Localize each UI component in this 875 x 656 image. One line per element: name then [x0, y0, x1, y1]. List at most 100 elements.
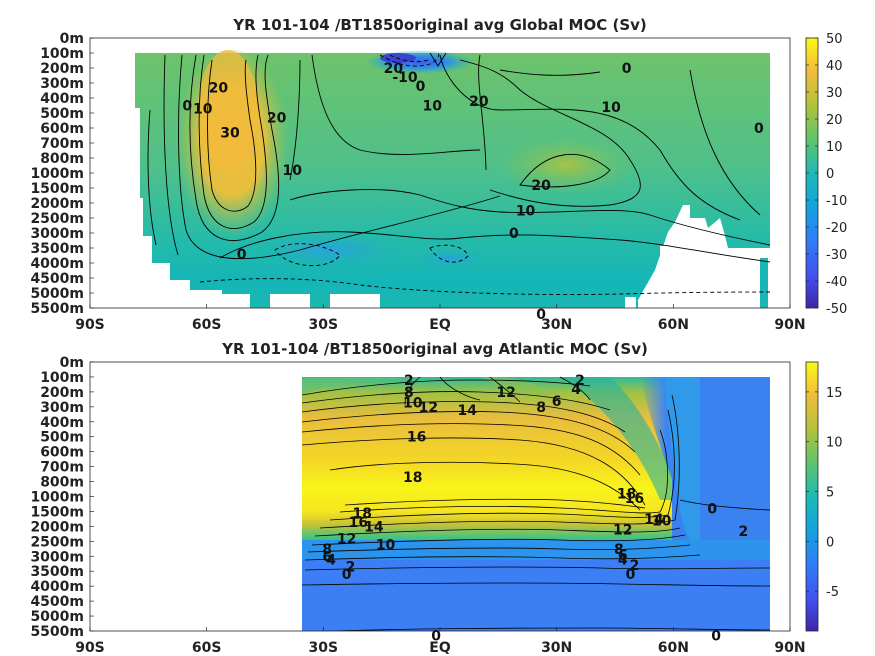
atlantic-colorbar — [805, 361, 819, 632]
contour-label: 8 — [614, 542, 624, 558]
colorbar-tick-label: 0 — [826, 535, 834, 550]
contour-label: 10 — [193, 102, 213, 118]
global-contours — [147, 52, 771, 295]
contour-label: 0 — [626, 567, 636, 583]
x-tick-label: 30S — [309, 317, 339, 333]
contour-label: 0 — [182, 99, 192, 115]
colorbar-tick-label: -40 — [826, 275, 847, 290]
contour-label: 16 — [407, 430, 426, 446]
contour-label: 12 — [613, 522, 632, 538]
contour-label: 20 — [209, 81, 229, 97]
y-tick-label: 100m — [40, 370, 84, 386]
contour-label: 20 — [469, 94, 489, 110]
y-tick-label: 300m — [40, 76, 84, 92]
x-tick-label: 60N — [658, 317, 689, 333]
contour-label: 12 — [496, 385, 515, 401]
y-tick-label: 600m — [40, 121, 84, 137]
colorbar-tick-label: 50 — [826, 32, 843, 47]
contour-label: 10 — [422, 99, 442, 115]
x-tick-label: 30S — [309, 640, 339, 656]
contour-label: 18 — [352, 506, 371, 522]
contour-label: 14 — [644, 512, 664, 528]
y-tick-label: 3500m — [30, 241, 84, 257]
global-y-axis: 0m100m200m300m400m500m600m700m800m1000m1… — [30, 31, 94, 317]
y-tick-label: 4000m — [30, 579, 84, 595]
contour-label: 0 — [622, 61, 632, 77]
y-tick-label: 5000m — [30, 286, 84, 302]
y-tick-label: 5500m — [30, 624, 84, 640]
contour-label: 10 — [376, 537, 396, 553]
contour-label: 30 — [220, 126, 240, 142]
contour-label: 4 — [618, 552, 628, 568]
x-tick-label: EQ — [429, 317, 451, 333]
colorbar-tick-label: 20 — [826, 113, 843, 128]
y-tick-label: 100m — [40, 46, 84, 62]
contour-label: 12 — [419, 400, 438, 416]
contour-label: 0 — [431, 628, 441, 644]
contour-label: 10 — [652, 513, 672, 529]
contour-label: 10 — [601, 100, 621, 116]
colorbar-tick-label: 40 — [826, 59, 843, 74]
contour-label: 12 — [337, 531, 356, 547]
global-chart-title: YR 101-104 /BT1850original avg Global MO… — [232, 16, 647, 34]
contour-label: 0 — [509, 226, 519, 242]
contour-label: 2 — [404, 373, 414, 389]
colorbar-tick-label: -50 — [826, 302, 847, 317]
y-tick-label: 5500m — [30, 301, 84, 317]
colorbar-tick-label: 10 — [826, 140, 843, 155]
y-tick-label: 3500m — [30, 564, 84, 580]
contour-label: 10 — [403, 395, 423, 411]
colorbar-tick-label: 10 — [826, 436, 843, 451]
y-tick-label: 1000m — [30, 166, 84, 182]
contour-label: 20 — [267, 111, 287, 127]
y-tick-label: 3000m — [30, 549, 84, 565]
y-tick-label: 700m — [40, 136, 84, 152]
y-tick-label: 1000m — [30, 490, 84, 506]
x-tick-label: 60N — [658, 640, 689, 656]
contour-label: 0 — [342, 567, 352, 583]
y-tick-label: 2500m — [30, 211, 84, 227]
y-tick-label: 800m — [40, 475, 84, 491]
global-x-axis: 90S 60S 30S EQ 30N 60N 90N — [75, 304, 806, 333]
y-tick-label: 2500m — [30, 534, 84, 550]
y-tick-label: 600m — [40, 445, 84, 461]
contour-label: 8 — [536, 400, 546, 416]
y-tick-label: 1500m — [30, 181, 84, 197]
y-tick-label: 2000m — [30, 519, 84, 535]
global-moc-panel: YR 101-104 /BT1850original avg Global MO… — [30, 16, 847, 333]
colorbar-tick-label: -20 — [826, 221, 847, 236]
colorbar-tick-label: -5 — [826, 585, 839, 600]
contour-label: 2 — [630, 558, 640, 574]
contour-label: 20 — [531, 178, 551, 194]
contour-label: 16 — [625, 491, 644, 507]
contour-label: -10 — [392, 70, 418, 86]
x-tick-label: 30N — [541, 640, 572, 656]
contour-label: 6 — [322, 549, 332, 565]
contour-label: 18 — [403, 470, 422, 486]
contour-label: 6 — [618, 548, 628, 564]
contour-label: 0 — [754, 121, 764, 137]
contour-label: 0 — [711, 628, 721, 644]
y-tick-label: 5000m — [30, 609, 84, 625]
y-tick-label: 4500m — [30, 271, 84, 287]
atlantic-colorbar-ticks: 15 10 5 0 -5 — [806, 386, 843, 600]
colorbar-tick-label: 0 — [826, 167, 834, 182]
y-tick-label: 300m — [40, 400, 84, 416]
colorbar-tick-label: -10 — [826, 194, 847, 209]
contour-label: 14 — [457, 403, 477, 419]
contour-label: 8 — [404, 385, 414, 401]
y-tick-label: 200m — [40, 385, 84, 401]
x-tick-label: EQ — [429, 640, 451, 656]
y-tick-label: 2000m — [30, 196, 84, 212]
global-colorbar-ticks: 50 40 30 20 10 0 -10 -20 -30 -40 -50 — [806, 32, 847, 317]
x-tick-label: 60S — [192, 640, 222, 656]
contour-label: 10 — [516, 204, 536, 220]
y-tick-label: 1500m — [30, 504, 84, 520]
atlantic-y-axis: 0m100m200m300m400m500m600m700m800m1000m1… — [30, 355, 94, 640]
contour-label: 8 — [322, 542, 332, 558]
x-tick-label: 30N — [541, 317, 572, 333]
y-tick-label: 500m — [40, 106, 84, 122]
y-tick-label: 400m — [40, 415, 84, 431]
